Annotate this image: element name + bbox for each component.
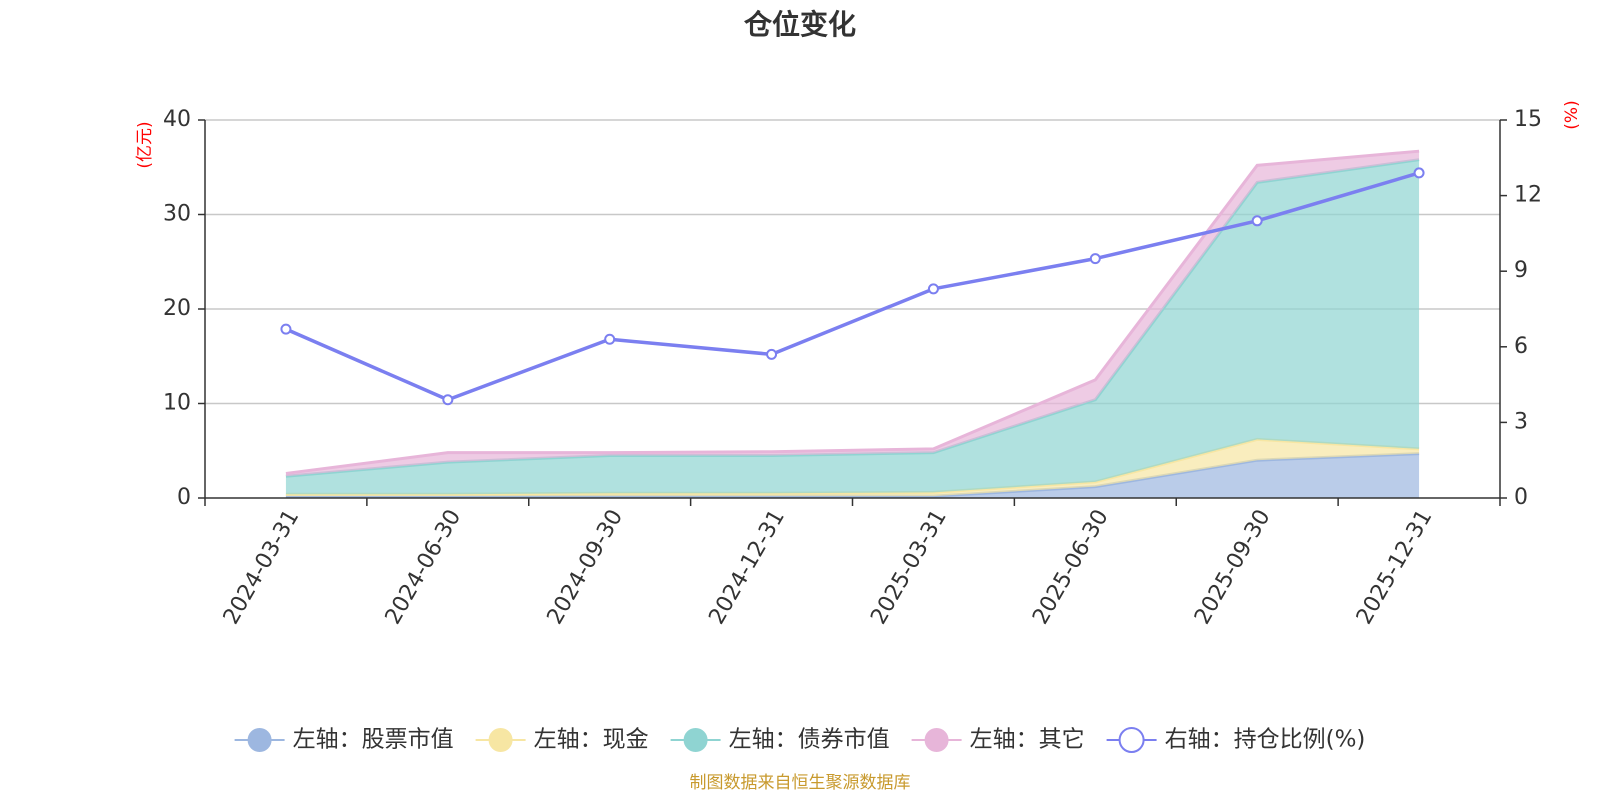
area-series-3 <box>285 159 1420 495</box>
legend-item[interactable]: 左轴：债券市值 <box>670 727 890 753</box>
right-tick-label: 0 <box>1514 485 1528 510</box>
legend: 左轴：股票市值 左轴：现金 左轴：债券市值 左轴：其它 右轴：持仓比例(%) <box>234 727 1366 753</box>
x-tick-label: 2024-06-30 <box>381 506 467 629</box>
left-tick-label: 10 <box>163 391 191 416</box>
data-source-note: 制图数据来自恒生聚源数据库 <box>690 773 911 793</box>
legend-swatch-circle <box>1118 727 1145 753</box>
left-tick-label: 20 <box>163 296 191 321</box>
right-tick-label: 15 <box>1514 107 1542 132</box>
x-tick-label: 2025-03-31 <box>866 506 952 629</box>
legend-label: 右轴：持仓比例(%) <box>1165 727 1366 753</box>
right-tick-label: 6 <box>1514 334 1528 359</box>
legend-item[interactable]: 左轴：股票市值 <box>234 727 454 753</box>
axes: 0 10 20 30 40 0 3 6 9 12 15 <box>163 107 1542 510</box>
legend-item[interactable]: 左轴：现金 <box>475 727 649 753</box>
area-series-group <box>285 149 1420 498</box>
ratio-line <box>285 171 1420 402</box>
right-tick-label: 9 <box>1514 258 1528 283</box>
chart-title: 仓位变化 <box>744 8 856 41</box>
legend-item[interactable]: 右轴：持仓比例(%) <box>1106 727 1366 753</box>
legend-swatch-circle <box>683 728 708 752</box>
ratio-point <box>280 323 292 335</box>
ratio-point <box>604 333 616 345</box>
ratio-point <box>927 283 939 295</box>
area-series-1 <box>285 453 1420 498</box>
legend-label: 左轴：债券市值 <box>729 727 890 753</box>
left-axis-unit: (亿元) <box>135 121 155 168</box>
area-series-2 <box>285 439 1420 497</box>
x-tick-label: 2024-03-31 <box>219 506 305 629</box>
x-tick-label: 2025-12-31 <box>1352 506 1438 629</box>
legend-label: 左轴：其它 <box>970 727 1085 753</box>
area-edge-4 <box>285 149 1420 475</box>
ratio-point <box>442 394 454 406</box>
x-tick-label: 2025-06-30 <box>1028 506 1114 629</box>
right-tick-label: 3 <box>1514 409 1528 434</box>
ratio-point <box>1251 215 1263 227</box>
right-axis-unit: (%) <box>1562 100 1582 129</box>
line-series-group <box>280 167 1425 406</box>
ratio-point <box>1089 253 1101 265</box>
x-tick-label: 2024-12-31 <box>704 506 790 629</box>
legend-swatch-circle <box>488 728 513 752</box>
ratio-point <box>1413 167 1425 179</box>
legend-label: 左轴：现金 <box>534 727 649 753</box>
x-axis-labels: 2024-03-31 2024-06-30 2024-09-30 2024-12-31… <box>219 506 1438 629</box>
legend-swatch-circle <box>247 728 272 752</box>
left-tick-label: 40 <box>163 107 191 132</box>
left-tick-label: 0 <box>177 485 191 510</box>
legend-swatch-circle <box>924 728 949 752</box>
legend-item[interactable]: 左轴：其它 <box>911 727 1085 753</box>
x-tick-label: 2025-09-30 <box>1190 506 1276 629</box>
legend-label: 左轴：股票市值 <box>293 727 454 753</box>
right-tick-label: 12 <box>1514 183 1542 208</box>
x-tick-label: 2024-09-30 <box>542 506 628 629</box>
ratio-point <box>766 348 778 360</box>
left-tick-label: 30 <box>163 202 191 227</box>
